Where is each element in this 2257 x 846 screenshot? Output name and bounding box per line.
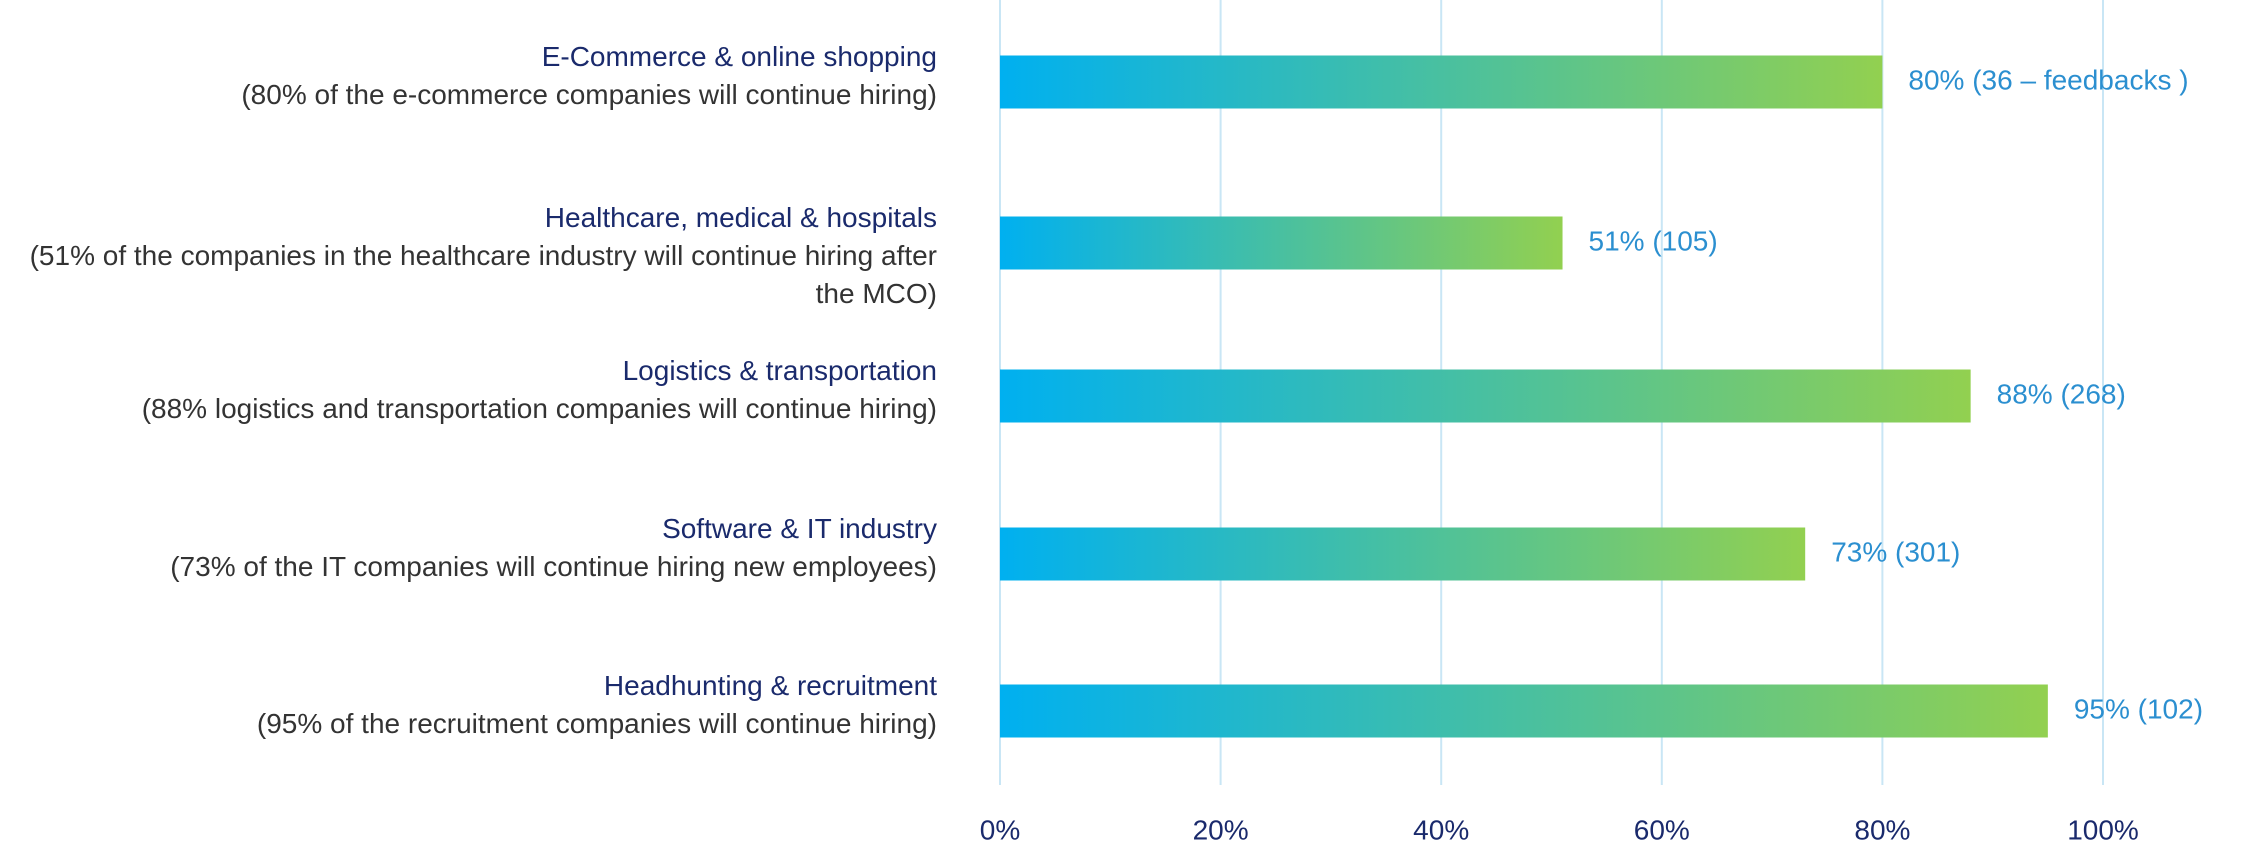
- x-tick-label: 100%: [2067, 814, 2139, 845]
- category-description: (80% of the e-commerce companies will co…: [241, 79, 937, 110]
- category-description: (95% of the recruitment companies will c…: [256, 708, 937, 739]
- bar: [1000, 684, 2048, 738]
- bar: [1000, 216, 1563, 270]
- bar: [1000, 55, 1883, 109]
- x-tick-label: 20%: [1193, 814, 1249, 845]
- category-label: Healthcare, medical & hospitals (51% of t…: [0, 199, 937, 313]
- category-label: Software & IT industry (73% of the IT com…: [0, 510, 937, 586]
- bar: [1000, 527, 1806, 581]
- category-description: (51% of the companies in the healthcare …: [29, 240, 937, 309]
- category-label: E-Commerce & online shopping (80% of the …: [0, 38, 937, 114]
- category-description: (88% logistics and transportation compan…: [141, 393, 937, 424]
- value-label: 95% (102): [2074, 693, 2203, 724]
- x-tick-label: 40%: [1413, 814, 1469, 845]
- x-tick-label: 80%: [1854, 814, 1910, 845]
- bar: [1000, 369, 1971, 423]
- value-label: 88% (268): [1997, 378, 2126, 409]
- x-tick-label: 0%: [980, 814, 1020, 845]
- category-name: Logistics & transportation: [622, 355, 937, 386]
- category-description: (73% of the IT companies will continue h…: [170, 551, 937, 582]
- category-name: Healthcare, medical & hospitals: [544, 202, 937, 233]
- value-label: 51% (105): [1589, 225, 1718, 256]
- value-label: 80% (36 – feedbacks ): [1908, 64, 2188, 95]
- value-label: 73% (301): [1831, 536, 1960, 567]
- category-label: Logistics & transportation (88% logistics…: [0, 352, 937, 428]
- x-tick-label: 60%: [1634, 814, 1690, 845]
- category-label: Headhunting & recruitment (95% of the rec…: [0, 667, 937, 743]
- category-name: Headhunting & recruitment: [603, 670, 937, 701]
- category-name: Software & IT industry: [662, 513, 937, 544]
- category-name: E-Commerce & online shopping: [541, 41, 937, 72]
